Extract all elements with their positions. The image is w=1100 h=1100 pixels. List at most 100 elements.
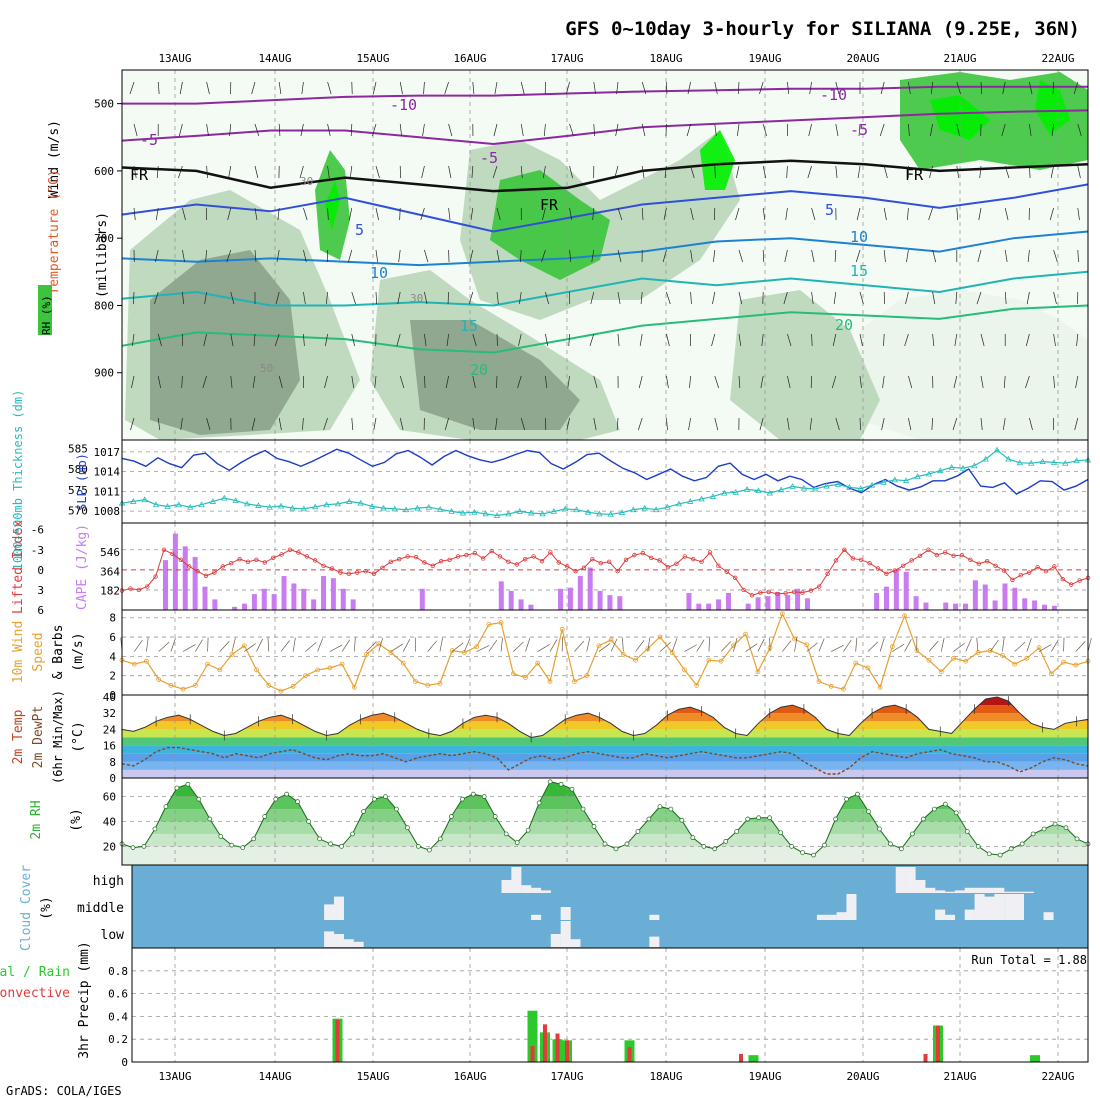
upper-wind-barb	[254, 207, 258, 221]
wind-speed-marker	[523, 675, 528, 681]
upper-wind-barb	[472, 417, 475, 431]
cloud-bar	[511, 867, 522, 893]
cape-bar	[706, 603, 712, 610]
precip-panel-frame	[131, 947, 1089, 1063]
pressure-tick-label: 500	[94, 98, 114, 111]
upper-wind-barb	[154, 249, 159, 263]
lifted-index-marker	[607, 559, 612, 565]
upper-wind-barb	[759, 417, 764, 431]
precip-total-bar	[748, 1055, 759, 1062]
lifted-index-marker	[539, 558, 545, 564]
thickness-marker	[800, 484, 808, 491]
wind-axis-label-a: 10m Wind	[11, 621, 26, 684]
upper-wind-barb	[179, 81, 183, 95]
lifted-index-marker	[329, 566, 335, 571]
thickness-marker	[493, 512, 501, 518]
upper-wind-barb	[956, 207, 959, 221]
rh-marker	[536, 800, 542, 806]
lifted-index-marker	[472, 550, 477, 556]
upper-wind-barb	[325, 333, 328, 347]
upper-wind-barb	[956, 123, 961, 137]
lifted-index-marker	[397, 556, 402, 562]
upper-wind-barb	[832, 333, 837, 347]
upper-wind-barb	[979, 165, 982, 179]
upper-wind-barb	[1002, 81, 1006, 95]
top-day-label: 18AUG	[649, 52, 682, 65]
rh-shaded-region	[730, 290, 880, 440]
upper-wind-barb	[617, 333, 620, 347]
surface-wind-barb	[831, 644, 844, 652]
lifted-index-marker	[976, 561, 981, 567]
upper-ylabel-millibars: (millibars)	[95, 212, 110, 298]
slp-tick-label: 1014	[94, 466, 121, 479]
thickness-marker	[584, 508, 592, 515]
thickness-tick-label: 570	[68, 505, 88, 518]
contour-label: 30	[300, 175, 313, 188]
cape-bar	[182, 546, 188, 610]
upper-wind-barb	[300, 123, 304, 137]
lifted-index-line	[121, 549, 1089, 596]
wind-speed-marker	[461, 650, 467, 655]
thickness-marker	[993, 446, 1001, 453]
lifted-index-marker	[271, 555, 276, 560]
lifted-index-marker	[287, 547, 293, 552]
thickness-marker	[687, 498, 694, 504]
wind-speed-marker	[963, 658, 969, 664]
upper-wind-barb	[518, 333, 522, 347]
upper-wind-barb	[372, 81, 377, 95]
upper-wind-barb	[811, 207, 816, 221]
upper-wind-barb	[496, 249, 500, 263]
slp-tick-label: 1017	[94, 446, 121, 459]
lifted-index-marker	[430, 563, 435, 569]
rh-shaded-region	[490, 170, 610, 280]
contour-label: FR	[540, 196, 559, 214]
upper-wind-barb	[955, 291, 958, 305]
lifted-index-marker	[220, 564, 225, 569]
upper-wind-barb	[908, 81, 911, 95]
cloud-bar	[846, 894, 857, 920]
upper-wind-barb	[375, 249, 379, 263]
surface-wind-barb	[904, 639, 912, 652]
cloud-bar	[324, 904, 335, 920]
thickness-marker	[198, 501, 205, 508]
rh-marker	[1063, 825, 1069, 831]
rh-tick-label: 40	[103, 816, 116, 829]
surface-wind-barb	[745, 643, 758, 652]
surface-wind-barb	[341, 639, 351, 652]
rh-axis-label: 2m RH	[29, 800, 44, 839]
top-day-label: 20AUG	[846, 52, 879, 65]
cape-bar	[163, 560, 169, 610]
wind-speed-marker	[804, 642, 810, 648]
upper-wind-barb	[593, 81, 596, 95]
cloud-bar	[1004, 894, 1015, 920]
upper-wind-barb	[787, 81, 789, 95]
upper-wind-barb	[230, 375, 233, 389]
upper-wind-barb	[738, 291, 743, 305]
upper-wind-barb	[472, 375, 476, 389]
lifted-index-tick-label: -6	[31, 524, 44, 537]
cloud-bar	[816, 914, 827, 920]
lifted-index-marker	[875, 566, 881, 571]
lifted-index-marker	[1060, 577, 1065, 582]
thickness-marker	[323, 501, 330, 508]
rh-marker	[174, 785, 180, 791]
contour-label: 20	[835, 316, 853, 334]
rh-marker	[383, 794, 388, 799]
upper-wind-barb	[251, 81, 256, 95]
rh-marker	[767, 815, 773, 821]
top-day-label: 14AUG	[258, 52, 291, 65]
cape-bar	[311, 599, 317, 610]
rh-marker	[580, 806, 586, 812]
upper-wind-barb	[496, 207, 501, 221]
rh-color-band	[122, 846, 1088, 865]
surface-wind-barb	[806, 642, 818, 652]
rh-marker	[1030, 831, 1036, 837]
wind-speed-marker	[816, 679, 822, 684]
upper-wind-barb	[206, 123, 209, 137]
wind-speed-marker	[437, 681, 443, 686]
thickness-marker	[471, 508, 478, 515]
bottom-day-label: 17AUG	[550, 1070, 583, 1083]
precip-tick-label: 0.8	[108, 965, 128, 978]
upper-wind-barb	[348, 207, 353, 221]
rh-marker	[372, 796, 377, 802]
